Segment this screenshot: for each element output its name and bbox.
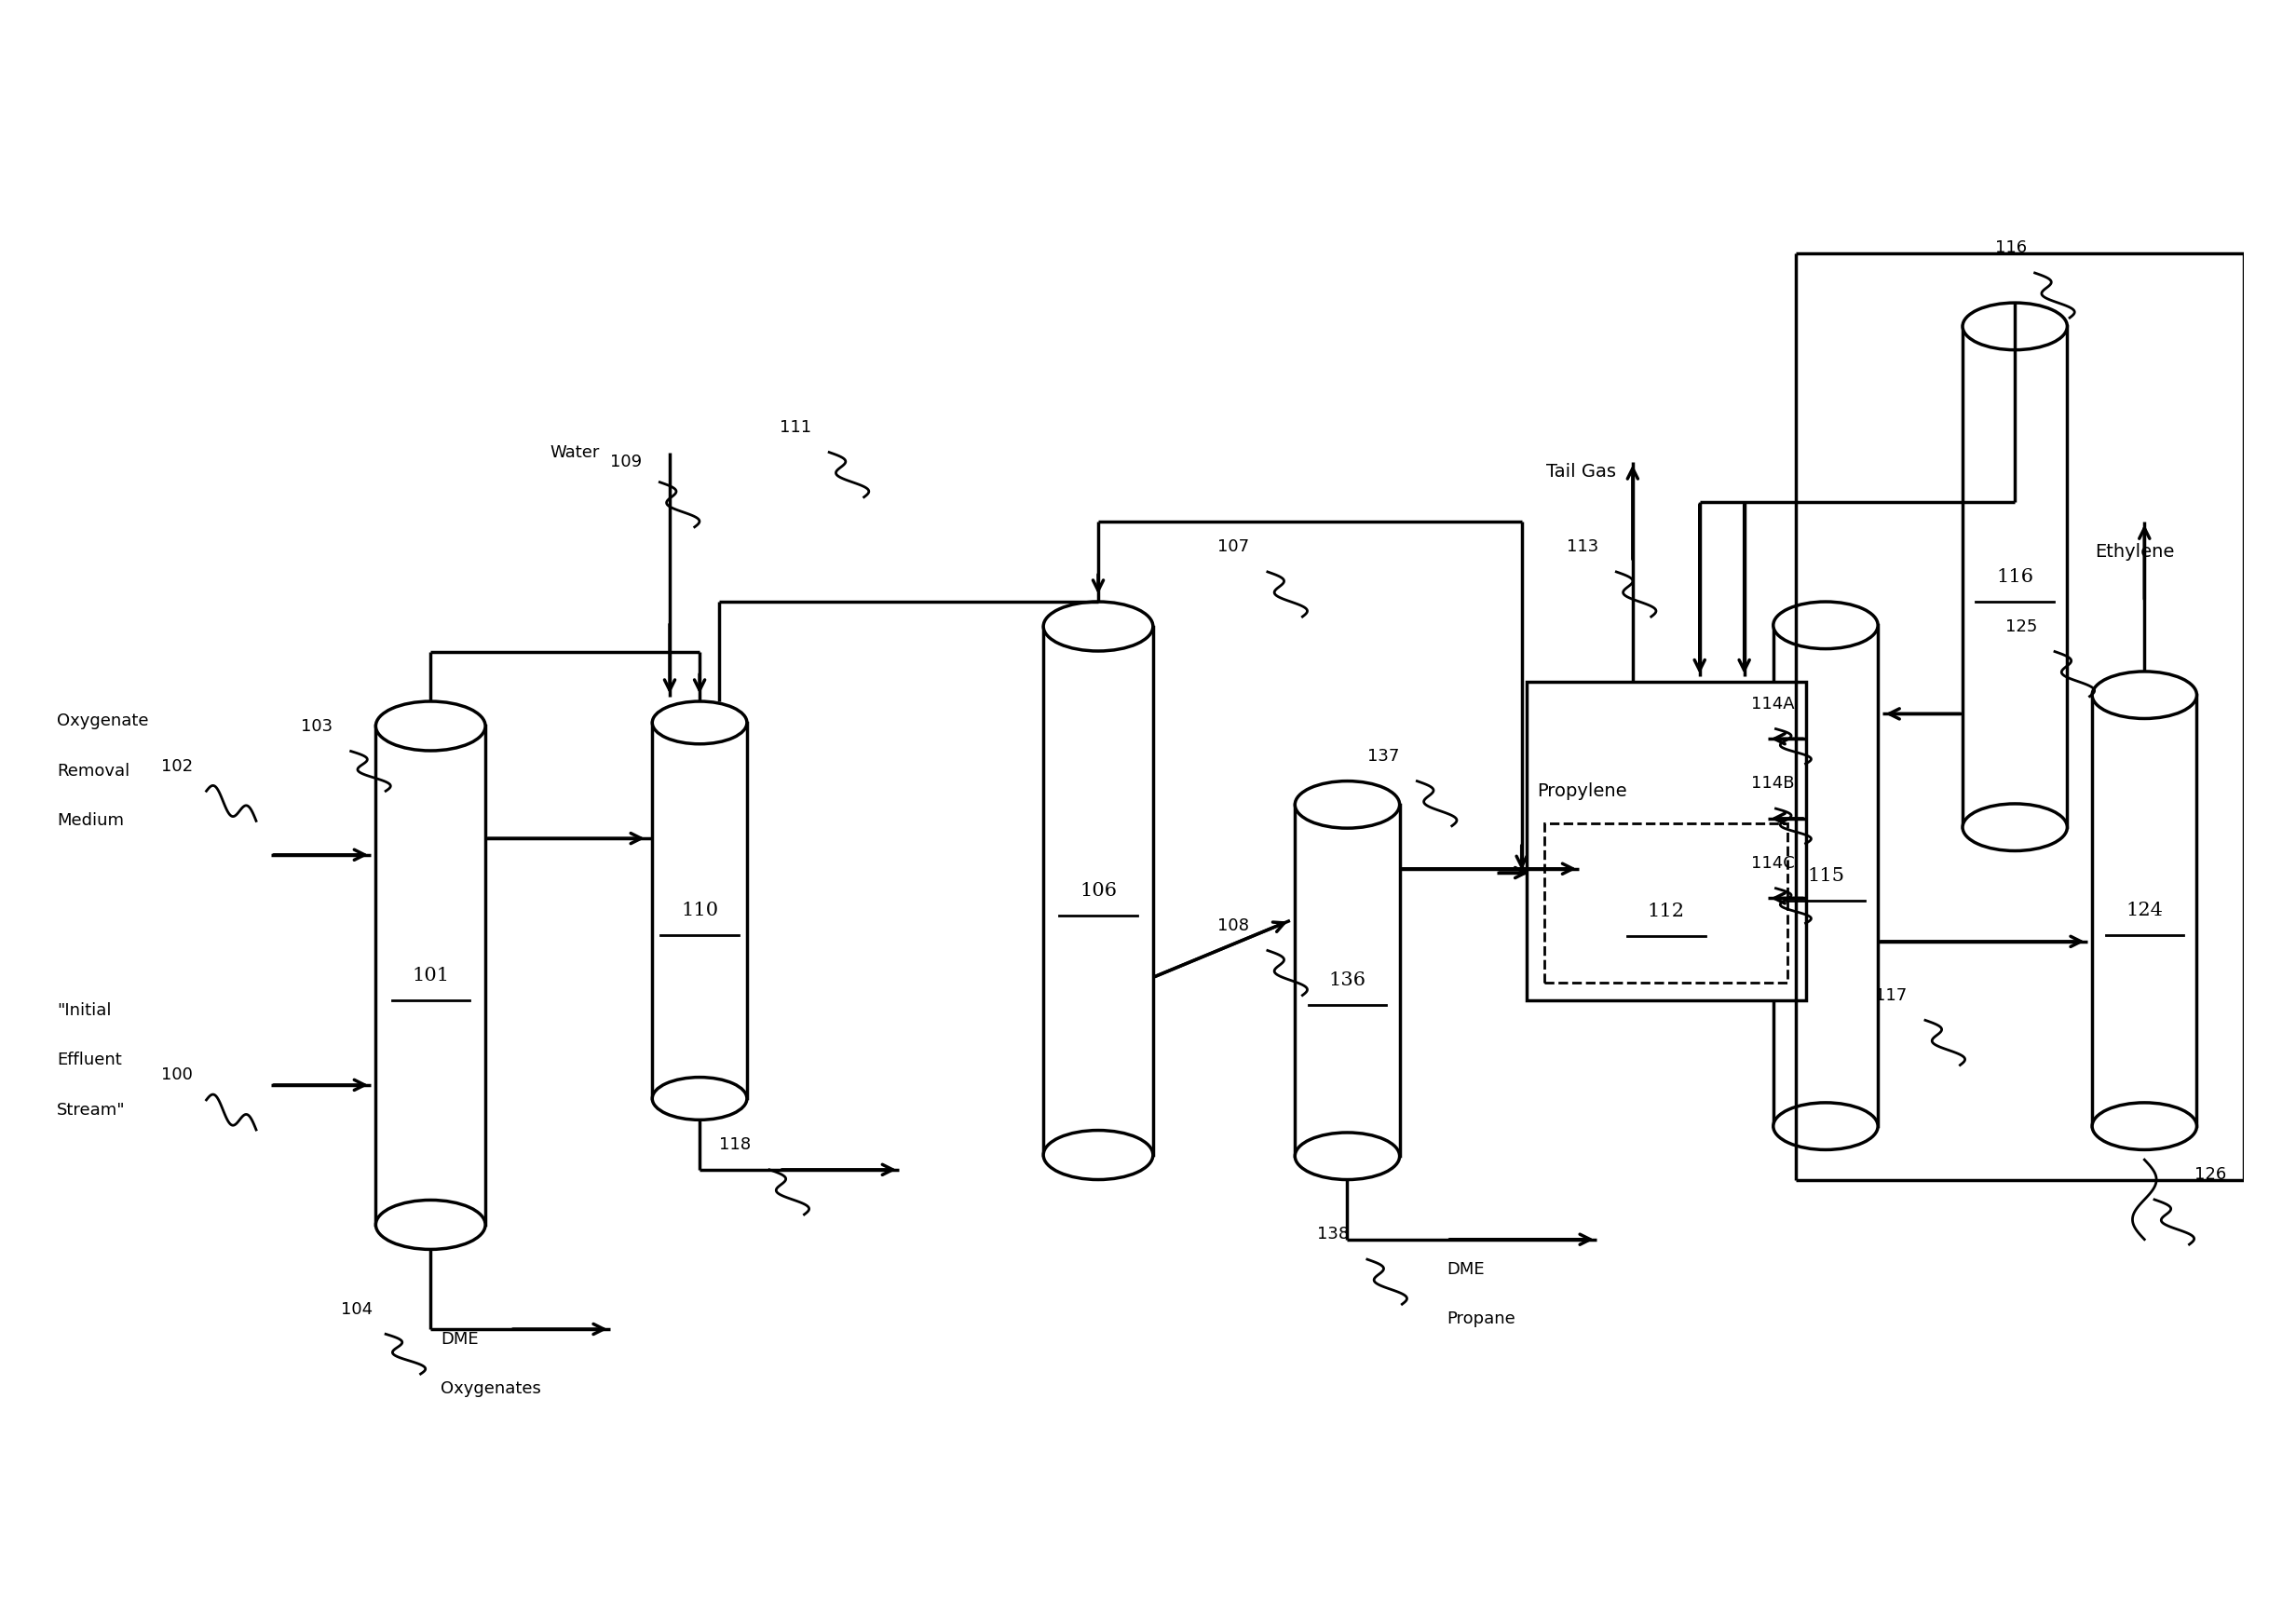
Ellipse shape [652,1077,746,1120]
Ellipse shape [1295,1133,1401,1179]
Text: 138: 138 [1318,1226,1350,1243]
Ellipse shape [2092,1102,2197,1150]
Text: 101: 101 [411,966,450,984]
Ellipse shape [1963,804,2066,851]
Text: 112: 112 [1649,902,1685,920]
Text: 100: 100 [161,1067,193,1083]
Ellipse shape [1963,303,2066,349]
Text: Water: Water [551,444,599,461]
Bar [1963,327,2066,827]
Text: 136: 136 [1329,971,1366,988]
Ellipse shape [377,1200,484,1250]
Ellipse shape [377,702,484,751]
Text: Medium: Medium [57,812,124,830]
Ellipse shape [1773,1102,1878,1150]
Ellipse shape [1042,602,1153,650]
Text: DME: DME [441,1331,478,1347]
Text: 113: 113 [1566,538,1598,556]
Bar [1773,625,1878,1126]
Text: DME: DME [1446,1261,1486,1278]
Text: 125: 125 [2004,618,2037,634]
Text: 102: 102 [161,758,193,774]
Text: 110: 110 [682,902,719,920]
Text: 117: 117 [1876,987,1908,1004]
Text: 126: 126 [2195,1166,2227,1182]
Text: Tail Gas: Tail Gas [1548,463,1616,481]
Text: Oxygenates: Oxygenates [441,1381,542,1397]
Text: Propane: Propane [1446,1310,1515,1328]
Text: 108: 108 [1217,918,1249,934]
Ellipse shape [2092,671,2197,719]
Bar [377,726,484,1224]
Bar [2092,695,2197,1126]
Bar [1295,804,1401,1157]
Ellipse shape [1042,1131,1153,1179]
Text: 116: 116 [1995,240,2027,256]
Ellipse shape [1295,782,1401,828]
Text: 124: 124 [2126,902,2163,920]
Text: 106: 106 [1079,881,1116,900]
Bar [652,723,746,1099]
Text: 116: 116 [1995,569,2034,586]
Ellipse shape [652,702,746,743]
Text: Oxygenate: Oxygenate [57,713,149,729]
Bar [1545,823,1789,982]
Text: 111: 111 [778,420,810,436]
Text: "Initial: "Initial [57,1001,113,1019]
Text: 118: 118 [719,1136,751,1153]
Text: Removal: Removal [57,763,131,780]
Text: 109: 109 [611,453,641,471]
Text: 104: 104 [340,1301,372,1317]
Text: 103: 103 [301,718,333,735]
Bar [1042,626,1153,1155]
Text: 107: 107 [1217,538,1249,556]
Text: Stream": Stream" [57,1102,126,1118]
Text: Propylene: Propylene [1536,782,1626,799]
Text: Effluent: Effluent [57,1051,122,1069]
Text: Ethylene: Ethylene [2094,543,2174,561]
Ellipse shape [1773,602,1878,649]
Text: 114C: 114C [1752,855,1795,871]
Text: 137: 137 [1366,748,1398,764]
Bar [1527,681,1805,1000]
Text: 115: 115 [1807,867,1844,884]
Text: 114B: 114B [1752,775,1793,791]
Text: 114A: 114A [1752,695,1793,713]
